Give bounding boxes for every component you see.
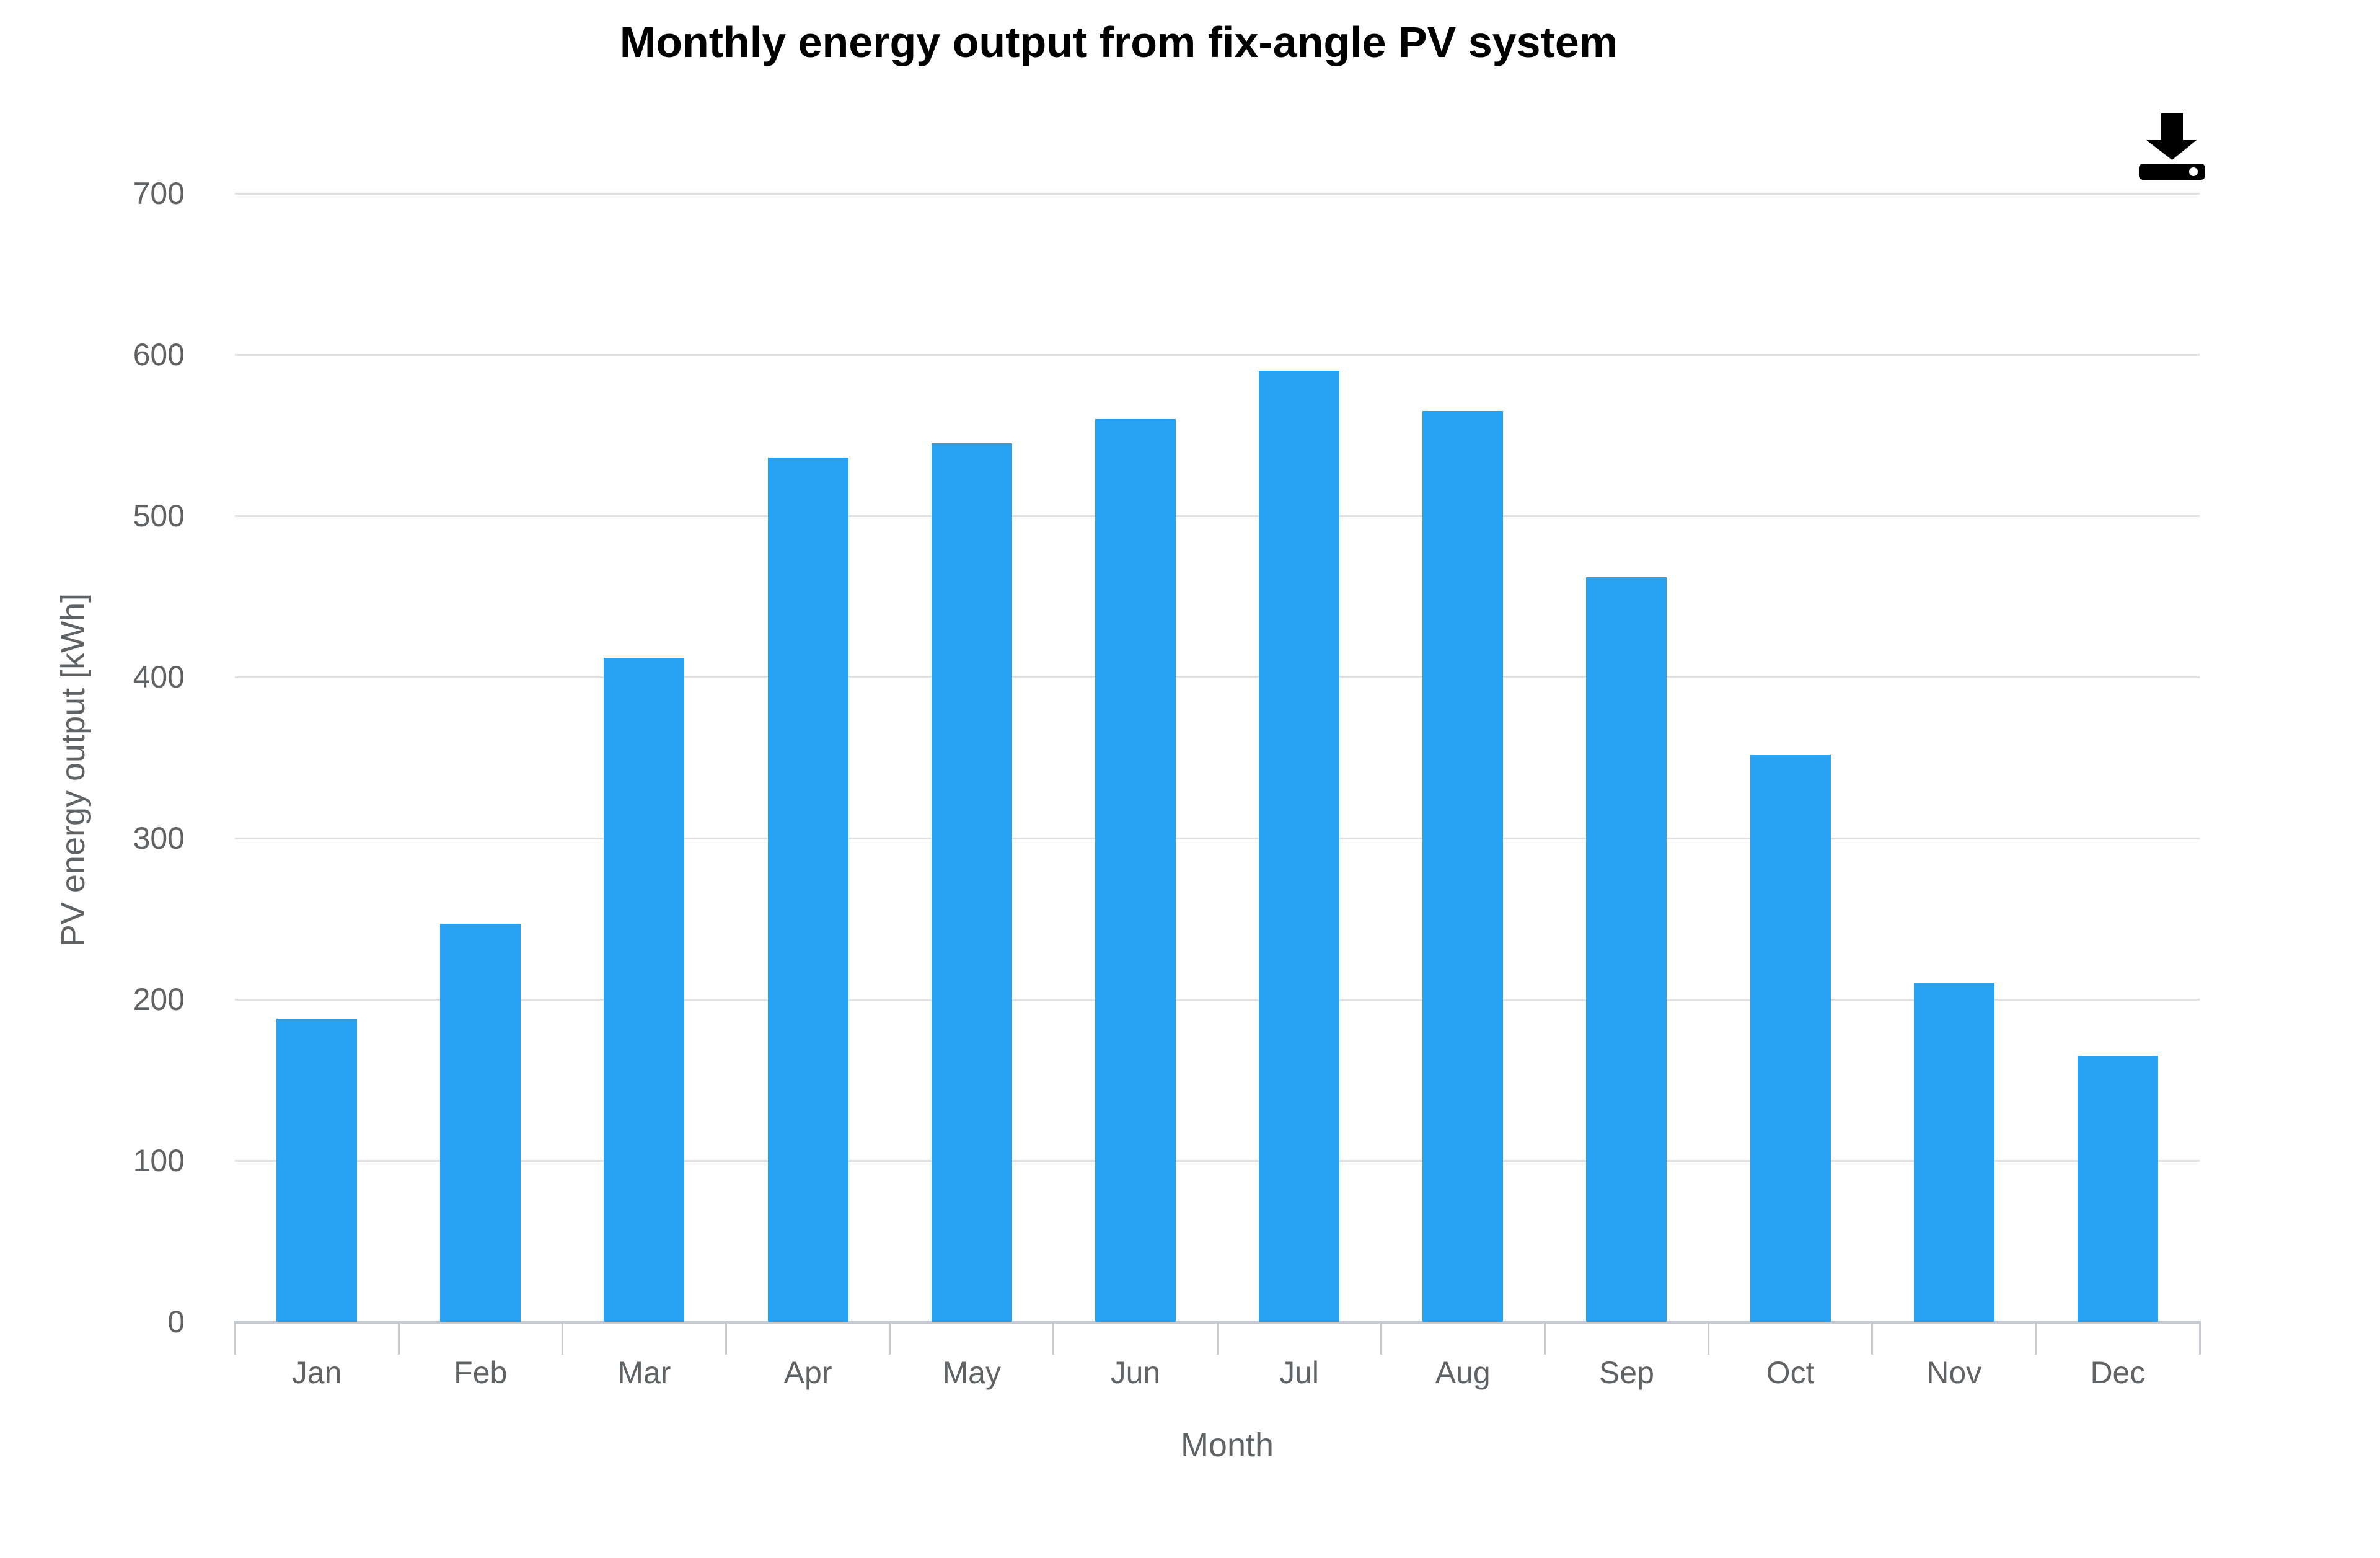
bar-mar[interactable]: [604, 657, 685, 1322]
gridline: [235, 998, 2200, 1001]
x-axis-tick: [889, 1324, 891, 1355]
download-icon: [2138, 113, 2205, 180]
x-tick-label-mar: Mar: [617, 1355, 671, 1390]
bar-aug[interactable]: [1422, 411, 1504, 1322]
bar-sep[interactable]: [1586, 577, 1667, 1322]
gridline: [235, 1159, 2200, 1162]
bar-may[interactable]: [931, 443, 1012, 1322]
chart-title: Monthly energy output from fix-angle PV …: [619, 18, 1618, 66]
x-tick-label-aug: Aug: [1435, 1355, 1491, 1390]
y-tick-label: 600: [133, 337, 185, 372]
y-tick-label: 500: [133, 498, 185, 533]
bar-jun[interactable]: [1095, 419, 1176, 1322]
x-tick-label-oct: Oct: [1766, 1355, 1815, 1390]
gridline: [235, 837, 2200, 839]
x-axis-tick: [2035, 1324, 2037, 1355]
bar-jul[interactable]: [1259, 371, 1340, 1322]
x-tick-label-nov: Nov: [1926, 1355, 1982, 1390]
y-tick-label: 300: [133, 821, 185, 856]
y-tick-label: 700: [133, 176, 185, 211]
x-tick-label-dec: Dec: [2090, 1355, 2146, 1390]
bar-feb[interactable]: [440, 923, 521, 1322]
bar-jan[interactable]: [276, 1019, 358, 1322]
x-axis-tick: [725, 1324, 727, 1355]
y-tick-label: 0: [167, 1304, 185, 1339]
x-axis-title: Month: [1180, 1427, 1274, 1464]
x-tick-label-jun: Jun: [1110, 1355, 1161, 1390]
x-axis-tick: [1871, 1324, 1874, 1355]
y-tick-label: 100: [133, 1143, 185, 1178]
x-axis-tick: [1052, 1324, 1055, 1355]
bar-dec[interactable]: [2077, 1056, 2158, 1322]
y-tick-label: 200: [133, 982, 185, 1017]
x-axis-tick: [2198, 1324, 2201, 1355]
gridline: [235, 676, 2200, 678]
gridline: [235, 515, 2200, 517]
gridline: [235, 192, 2200, 195]
bar-apr[interactable]: [767, 458, 848, 1322]
gridline: [235, 353, 2200, 356]
x-tick-label-apr: Apr: [783, 1355, 832, 1390]
x-tick-label-jul: Jul: [1279, 1355, 1320, 1390]
y-tick-label: 400: [133, 660, 185, 694]
x-axis-line: [234, 1321, 2201, 1324]
x-tick-label-feb: Feb: [454, 1355, 508, 1390]
x-axis-tick: [1708, 1324, 1709, 1355]
x-axis-tick: [397, 1324, 400, 1355]
bar-oct[interactable]: [1750, 754, 1831, 1322]
x-tick-label-jan: Jan: [291, 1355, 342, 1390]
x-axis-tick: [234, 1324, 236, 1355]
x-tick-label-sep: Sep: [1598, 1355, 1654, 1390]
x-axis-tick: [1543, 1324, 1546, 1355]
download-button[interactable]: [2132, 107, 2211, 186]
x-tick-label-may: May: [942, 1355, 1001, 1390]
x-axis-tick: [1216, 1324, 1219, 1355]
x-axis-tick: [561, 1324, 563, 1355]
y-axis-title: PV energy output [kWh]: [55, 593, 92, 947]
bar-nov[interactable]: [1913, 983, 1994, 1322]
x-axis-tick: [1380, 1324, 1382, 1355]
